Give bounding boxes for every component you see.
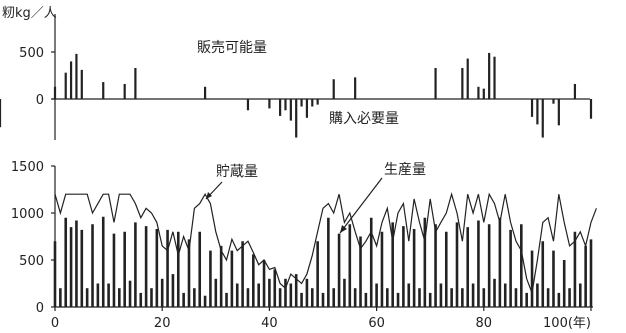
balance-bars: [0, 52, 593, 138]
x-tick-label: 100(年): [543, 316, 591, 331]
purchase-needed-label: 購入必要量: [329, 111, 399, 127]
x-tick-label: 80: [476, 316, 493, 331]
upper-ytick-label-0: 0: [36, 93, 44, 108]
x-tick-label: 60: [368, 316, 385, 331]
lower-ytick-label: 1000: [11, 207, 44, 222]
production-label: 生産量: [384, 162, 426, 178]
lower-x-ticks: 0 20 40 60 80 100(年): [51, 307, 592, 331]
x-tick-label: 40: [261, 316, 278, 331]
sellable-amount-label: 販売可能量: [197, 40, 267, 56]
production-annotation-arrow: [339, 177, 383, 234]
storage-arrowhead-icon: [206, 192, 212, 199]
x-tick-label: 0: [51, 316, 59, 331]
lower-ytick-label: 1500: [11, 160, 44, 175]
x-tick-label: 20: [154, 316, 171, 331]
storage-line: [54, 192, 597, 296]
lower-ytick-label: 0: [36, 301, 44, 316]
lower-y-ticks: 0 500 1000 1500: [11, 160, 55, 316]
upper-ytick-label-500: 500: [19, 46, 44, 61]
lower-ytick-label: 500: [19, 254, 44, 269]
production-arrowhead-icon: [340, 225, 347, 233]
storage-label: 貯蔵量: [216, 164, 258, 180]
production-bars: [53, 216, 593, 307]
unit-label: 籾kg／人: [2, 6, 57, 21]
